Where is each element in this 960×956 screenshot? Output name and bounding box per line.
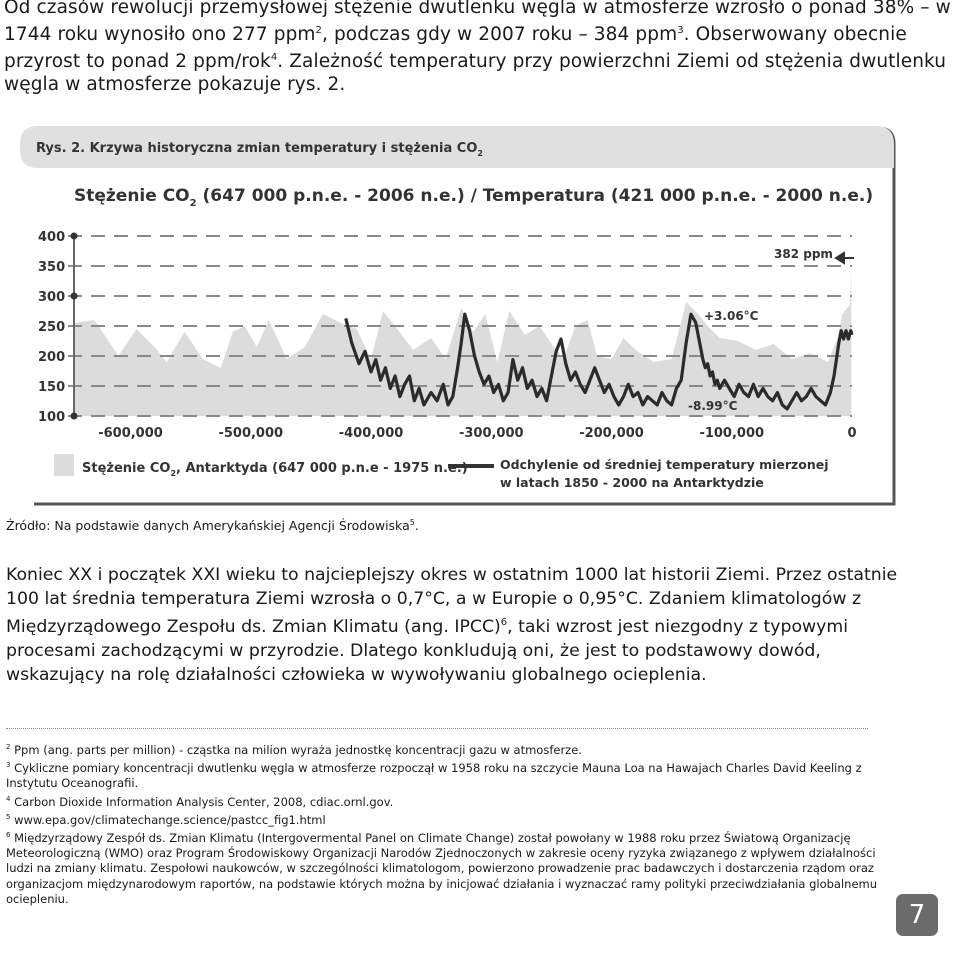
y-tick-label: 350: [38, 260, 65, 275]
figure-2: Rys. 2. Krzywa historyczna zmian tempera…: [20, 126, 896, 506]
axis-dot-bottom: [70, 412, 78, 420]
footnotes: 2 Ppm (ang. parts per million) - cząstka…: [6, 740, 886, 907]
intro-text-2: , podczas gdy w 2007 roku – 384 ppm: [322, 24, 678, 46]
chart-title: Stężenie CO2 (647 000 p.n.e. - 2006 n.e.…: [74, 186, 873, 209]
legend-line-label-2: w latach 1850 - 2000 na Antarktydzie: [500, 475, 764, 490]
y-tick-label: 200: [38, 350, 65, 365]
figure-label: Rys. 2. Krzywa historyczna zmian tempera…: [36, 141, 483, 158]
y-tick-label: 300: [38, 290, 65, 305]
page-number-badge: 7: [896, 894, 938, 936]
body-paragraph: Koniec XX i początek XXI wieku to najcie…: [6, 565, 898, 685]
y-tick-label: 100: [38, 410, 65, 425]
axis-dot-top: [70, 232, 78, 240]
annotation-low: -8.99°C: [688, 399, 738, 413]
intro-paragraph: Od czasów rewolucji przemysłowej stężeni…: [4, 0, 954, 96]
footnote-ref-5: 5: [409, 518, 415, 527]
co2-area-series: [74, 272, 852, 416]
x-tick-label: -100,000: [699, 426, 764, 441]
y-tick-label: 150: [38, 380, 65, 395]
x-tick-label: -400,000: [339, 426, 404, 441]
x-tick-label: -200,000: [579, 426, 644, 441]
arrow-left-icon: [834, 251, 854, 265]
footnote-2: 2 Ppm (ang. parts per million) - cząstka…: [6, 742, 582, 757]
axis-dot-mid: [70, 292, 78, 300]
x-tick-label: -500,000: [218, 426, 283, 441]
footnote-separator: [6, 728, 868, 729]
y-tick-label: 400: [38, 230, 65, 245]
footnote-5[interactable]: 5 www.epa.gov/climatechange.science/past…: [6, 812, 326, 827]
x-tick-label: -300,000: [459, 426, 524, 441]
annotation-high: +3.06°C: [704, 309, 759, 323]
footnote-4: 4 Carbon Dioxide Information Analysis Ce…: [6, 794, 394, 809]
annotation-ppm: 382 ppm: [774, 247, 833, 261]
footnote-ref-6: 6: [500, 617, 508, 628]
x-tick-label: 0: [847, 426, 856, 441]
footnote-3: 3 Cykliczne pomiary koncentracji dwutlen…: [6, 760, 862, 791]
legend-area-swatch: [54, 454, 74, 476]
footnote-ref-3: 3: [677, 25, 684, 36]
figure-header-band: [20, 126, 894, 168]
legend-line-label-1: Odchylenie od średniej temperatury mierz…: [500, 457, 829, 472]
intro-text-1: Od czasów rewolucji przemysłowej stężeni…: [4, 0, 951, 46]
figure-svg: Rys. 2. Krzywa historyczna zmian tempera…: [20, 126, 896, 506]
intro-text-4: . Zależność temperatury przy powierzchni…: [4, 51, 947, 96]
x-tick-label: -600,000: [98, 426, 163, 441]
chart-plot: 400 350 300 250 200 150 100 -600,000 -500,000 -40…: [38, 230, 857, 441]
footnote-ref-4: 4: [270, 52, 278, 64]
legend-area-label: Stężenie CO2, Antarktyda (647 000 p.n.e …: [82, 461, 468, 478]
footnote-ref-2: 2: [315, 25, 322, 36]
y-tick-label: 250: [38, 320, 65, 335]
figure-source-caption: Źródło: Na podstawie danych Amerykańskie…: [6, 518, 419, 534]
footnote-6: 6 Międzyrządowy Zespół ds. Zmian Klimatu…: [6, 830, 878, 906]
temperature-line-series: [344, 312, 854, 411]
intro-text-3: . Obserwowany obecnie przyrost to ponad …: [4, 24, 907, 73]
